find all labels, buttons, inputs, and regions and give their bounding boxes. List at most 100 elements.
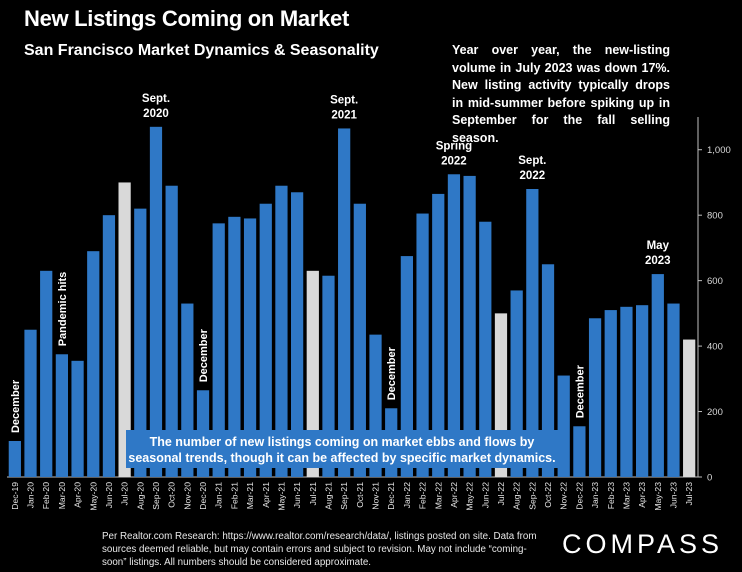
x-tick-label: Dec-19 (10, 482, 20, 510)
x-tick-label: Nov-22 (559, 482, 569, 510)
x-tick-label: May-23 (653, 482, 663, 511)
bar-jun-23 (667, 303, 680, 477)
x-tick-label: May-22 (465, 482, 475, 511)
x-tick-label: Nov-21 (371, 482, 381, 510)
y-tick-label: 800 (707, 211, 723, 222)
y-tick-label: 0 (707, 473, 712, 484)
bar-dec-22 (573, 426, 586, 477)
bar-jan-21 (212, 223, 225, 477)
x-tick-label: Feb-20 (41, 482, 51, 509)
annotation-label: 2023 (645, 255, 671, 267)
vertical-annotation: December (386, 346, 398, 400)
x-tick-label: Jan-20 (26, 482, 36, 508)
x-tick-label: Apr-21 (261, 482, 271, 508)
x-tick-label: Jan-22 (402, 482, 412, 508)
bar-jun-20 (102, 215, 116, 477)
x-tick-label: Jul-21 (308, 482, 318, 506)
bar-sep-21 (338, 128, 351, 478)
annotation-label: Sept. (142, 93, 170, 105)
bar-may-21 (275, 185, 288, 477)
x-tick-label: Mar-23 (621, 482, 631, 509)
bar-feb-20 (40, 270, 53, 477)
bar-aug-21 (322, 275, 335, 477)
x-tick-label: Mar-21 (245, 482, 255, 509)
callout-box: The number of new listings coming on mar… (126, 430, 558, 468)
vertical-annotation: Pandemic hits (57, 272, 69, 347)
y-tick-label: 1,000 (707, 145, 731, 156)
x-tick-label: Dec-21 (386, 482, 396, 510)
x-tick-label: Jun-22 (480, 482, 490, 508)
vertical-annotation: December (10, 379, 22, 433)
y-tick-label: 600 (707, 276, 723, 287)
x-tick-label: Feb-23 (606, 482, 616, 509)
x-tick-label: Sep-21 (339, 482, 349, 510)
x-tick-label: Apr-20 (73, 482, 83, 508)
bar-oct-22 (541, 264, 555, 477)
vertical-annotation: December (198, 328, 210, 382)
x-tick-label: May-21 (276, 482, 286, 511)
x-tick-label: Dec-20 (198, 482, 208, 510)
bar-jul-21 (306, 270, 319, 477)
bar-may-22 (463, 175, 476, 477)
x-tick-label: May-20 (88, 482, 98, 511)
bar-may-20 (87, 251, 100, 477)
bar-apr-22 (447, 174, 461, 478)
annotation-label: 2020 (143, 108, 169, 120)
x-tick-label: Feb-21 (229, 482, 239, 509)
x-tick-label: Jun-23 (668, 482, 678, 508)
x-tick-label: Oct-22 (543, 482, 553, 508)
x-tick-label: Jan-21 (214, 482, 224, 508)
bar-sep-22 (526, 189, 539, 477)
bar-jan-22 (400, 256, 414, 477)
x-tick-label: Nov-20 (182, 482, 192, 510)
bar-nov-22 (557, 375, 570, 477)
x-tick-label: Jun-21 (292, 482, 302, 508)
bar-jan-23 (588, 318, 602, 477)
bar-mar-21 (243, 218, 257, 478)
bar-mar-20 (55, 354, 69, 477)
chart-subtitle: San Francisco Market Dynamics & Seasonal… (24, 42, 379, 59)
bar-may-23 (651, 274, 664, 477)
bar-dec-19 (8, 441, 21, 477)
annotation-label: Spring (436, 140, 472, 152)
bar-sep-20 (149, 126, 163, 478)
x-tick-label: Jul-22 (496, 482, 506, 506)
bar-mar-23 (620, 306, 633, 477)
source-note: Per Realtor.com Research: https://www.re… (102, 531, 537, 568)
x-tick-label: Sep-22 (527, 482, 537, 510)
annotation-label: 2022 (520, 170, 546, 182)
bar-apr-21 (259, 203, 272, 477)
bar-feb-21 (228, 216, 241, 477)
bar-oct-21 (353, 203, 366, 477)
bar-jul-23 (683, 339, 696, 477)
x-tick-label: Oct-20 (167, 482, 177, 508)
x-tick-label: Dec-22 (574, 482, 584, 510)
bar-jun-22 (479, 221, 492, 477)
x-tick-label: Aug-20 (135, 482, 145, 510)
x-tick-label: Apr-22 (449, 482, 459, 508)
x-tick-label: Mar-20 (57, 482, 67, 509)
compass-logo: COMPASS (562, 529, 724, 559)
annotation-label: May (647, 240, 670, 252)
x-tick-label: Feb-22 (418, 482, 428, 509)
x-tick-label: Jan-23 (590, 482, 600, 508)
chart-title: New Listings Coming on Market (24, 6, 349, 31)
annotation-label: Sept. (518, 155, 546, 167)
x-tick-label: Oct-21 (355, 482, 365, 508)
annotation-label: 2021 (331, 109, 357, 121)
y-tick-label: 400 (707, 342, 723, 353)
x-tick-label: Aug-21 (323, 482, 333, 510)
summary-note: Year over year, the new-listing volume i… (452, 43, 670, 145)
x-tick-label: Mar-22 (433, 482, 443, 509)
x-tick-label: Jul-23 (684, 482, 694, 506)
bar-aug-20 (134, 208, 147, 478)
bar-jun-21 (290, 192, 304, 478)
vertical-annotation: December (574, 364, 586, 418)
bar-jul-20 (118, 182, 131, 478)
annotation-label: Sept. (330, 94, 358, 106)
bar-apr-20 (71, 360, 84, 477)
bar-feb-22 (416, 213, 429, 477)
bar-feb-23 (604, 310, 617, 477)
y-tick-label: 200 (707, 407, 723, 418)
x-tick-label: Aug-22 (512, 482, 522, 510)
